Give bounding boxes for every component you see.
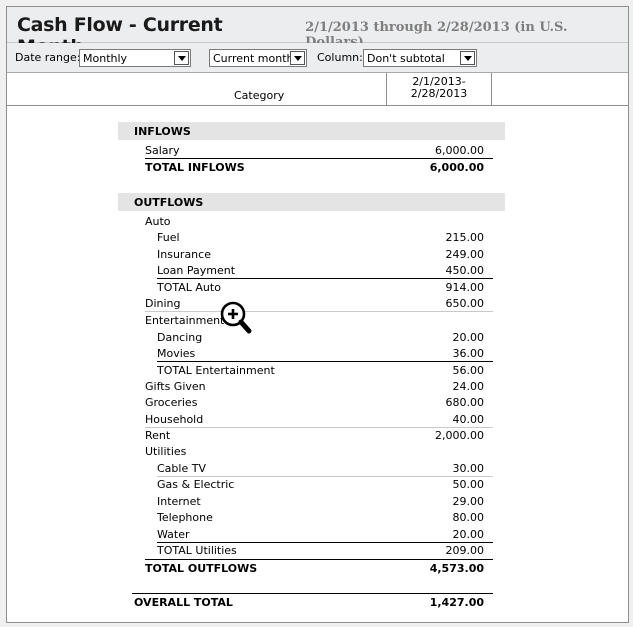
telephone-amount[interactable]: 80.00 <box>452 511 485 524</box>
total-inflows-label: TOTAL INFLOWS <box>145 161 245 174</box>
auto-label[interactable]: Auto <box>145 215 171 228</box>
overall-total-amount: 1,427.00 <box>429 596 484 609</box>
report-window: Cash Flow - Current Month 2/1/2013 throu… <box>6 6 629 623</box>
overall-total-label: OVERALL TOTAL <box>134 596 233 609</box>
total-outflows-amount: 4,573.00 <box>429 562 484 575</box>
subtotal-rule <box>157 361 493 362</box>
insurance-amount[interactable]: 249.00 <box>445 248 485 261</box>
total-utilities-amount: 209.00 <box>445 544 485 557</box>
column-divider[interactable] <box>386 73 387 105</box>
gas-electric-label[interactable]: Gas & Electric <box>157 478 235 491</box>
column-label: Column: <box>317 51 363 64</box>
movies-label[interactable]: Movies <box>157 347 196 360</box>
total-inflows-amount: 6,000.00 <box>429 161 484 174</box>
dining-label[interactable]: Dining <box>145 297 181 310</box>
internet-label[interactable]: Internet <box>157 495 201 508</box>
fuel-label[interactable]: Fuel <box>157 231 180 244</box>
salary-amount[interactable]: 6,000.00 <box>435 144 484 157</box>
column-select[interactable]: Don't subtotal <box>363 49 477 67</box>
outflows-header: OUTFLOWS <box>134 196 204 209</box>
chevron-down-icon[interactable] <box>290 51 305 65</box>
utilities-label[interactable]: Utilities <box>145 445 187 458</box>
rent-label[interactable]: Rent <box>145 429 171 442</box>
date-range-value: Monthly <box>83 52 128 65</box>
report-toolbar: Date range: Monthly Current month Column… <box>7 43 628 73</box>
dining-amount[interactable]: 650.00 <box>445 297 485 310</box>
entertainment-label[interactable]: Entertainment <box>145 314 225 327</box>
subtotal-rule <box>157 278 493 279</box>
gifts-given-amount[interactable]: 24.00 <box>452 380 485 393</box>
section-band-inflows <box>118 122 505 140</box>
salary-label[interactable]: Salary <box>145 144 180 157</box>
column-value: Don't subtotal <box>367 52 445 65</box>
chevron-down-icon[interactable] <box>460 51 475 65</box>
row-divider <box>157 476 493 477</box>
report-title-bar: Cash Flow - Current Month 2/1/2013 throu… <box>7 7 628 58</box>
date-col-line2: 2/28/2013 <box>410 87 468 100</box>
fuel-amount[interactable]: 215.00 <box>445 231 485 244</box>
gifts-given-label[interactable]: Gifts Given <box>145 380 206 393</box>
inflows-header: INFLOWS <box>134 125 191 138</box>
insurance-label[interactable]: Insurance <box>157 248 211 261</box>
category-column-header[interactable]: Category <box>234 89 285 102</box>
total-entertainment-label: TOTAL Entertainment <box>157 364 275 377</box>
date-column-header[interactable]: 2/1/2013- 2/28/2013 <box>387 76 491 100</box>
internet-amount[interactable]: 29.00 <box>452 495 485 508</box>
column-header-row: Category 2/1/2013- 2/28/2013 <box>7 73 628 106</box>
total-entertainment-amount: 56.00 <box>452 364 485 377</box>
subtotal-rule <box>145 559 493 560</box>
household-label[interactable]: Household <box>145 413 204 426</box>
subtotal-rule <box>157 542 493 543</box>
total-outflows-label: TOTAL OUTFLOWS <box>145 562 258 575</box>
movies-amount[interactable]: 36.00 <box>452 347 485 360</box>
row-divider <box>145 427 493 428</box>
total-auto-amount: 914.00 <box>445 281 485 294</box>
total-utilities-label: TOTAL Utilities <box>157 544 237 557</box>
period-select[interactable]: Current month <box>209 49 307 67</box>
cable-tv-amount[interactable]: 30.00 <box>452 462 485 475</box>
date-range-label: Date range: <box>15 51 81 64</box>
water-amount[interactable]: 20.00 <box>452 528 485 541</box>
dancing-label[interactable]: Dancing <box>157 331 203 344</box>
date-range-select[interactable]: Monthly <box>79 49 191 67</box>
column-divider[interactable] <box>491 73 492 105</box>
section-band-outflows <box>118 193 505 211</box>
telephone-label[interactable]: Telephone <box>157 511 213 524</box>
loan-payment-label[interactable]: Loan Payment <box>157 264 236 277</box>
groceries-amount[interactable]: 680.00 <box>445 396 485 409</box>
period-value: Current month <box>213 52 294 65</box>
groceries-label[interactable]: Groceries <box>145 396 198 409</box>
cable-tv-label[interactable]: Cable TV <box>157 462 206 475</box>
date-col-line1: 2/1/2013- <box>412 75 466 88</box>
subtotal-rule <box>145 158 493 159</box>
loan-payment-amount[interactable]: 450.00 <box>445 264 485 277</box>
total-rule <box>132 593 493 594</box>
zoom-in-magnifier-icon <box>220 301 252 334</box>
dancing-amount[interactable]: 20.00 <box>452 331 485 344</box>
water-label[interactable]: Water <box>157 528 190 541</box>
rent-amount[interactable]: 2,000.00 <box>435 429 484 442</box>
total-auto-label: TOTAL Auto <box>157 281 221 294</box>
gas-electric-amount[interactable]: 50.00 <box>452 478 485 491</box>
row-divider <box>145 311 493 312</box>
household-amount[interactable]: 40.00 <box>452 413 485 426</box>
chevron-down-icon[interactable] <box>174 51 189 65</box>
